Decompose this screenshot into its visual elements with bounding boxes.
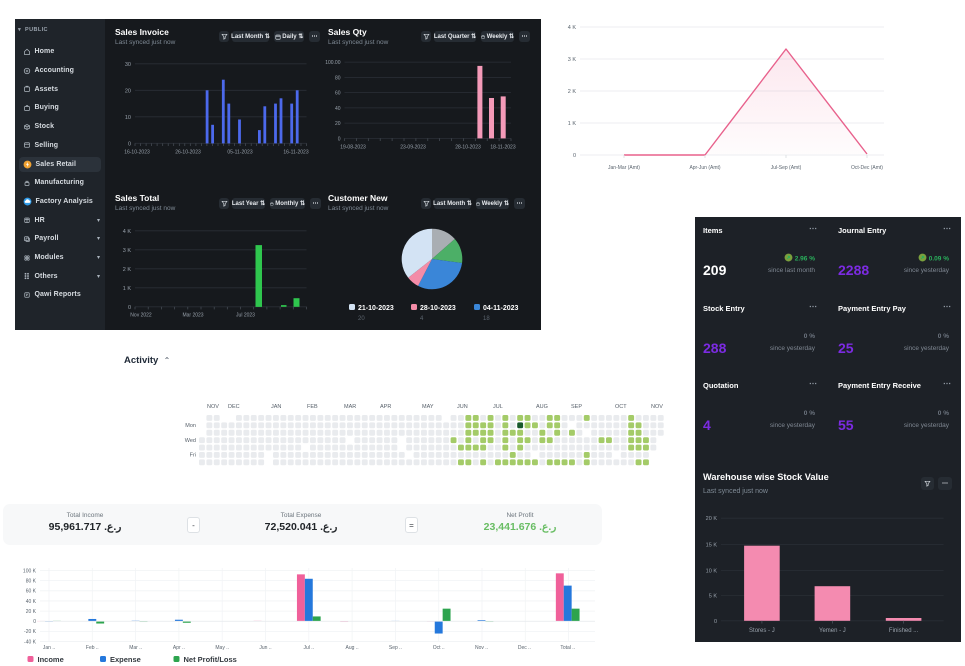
- svg-text:NOV: NOV: [651, 404, 663, 410]
- svg-text:Oct-Dec (Amt): Oct-Dec (Amt): [851, 165, 883, 171]
- svg-text:4 K: 4 K: [568, 25, 577, 31]
- svg-text:Mon: Mon: [185, 423, 196, 429]
- svg-text:0: 0: [714, 619, 717, 625]
- svg-text:Jun ..: Jun ..: [259, 645, 271, 651]
- svg-text:2 K: 2 K: [568, 89, 577, 95]
- svg-text:-40 K: -40 K: [24, 639, 37, 645]
- svg-text:FEB: FEB: [307, 404, 318, 410]
- svg-text:0: 0: [128, 305, 131, 311]
- svg-text:26-10-2023: 26-10-2023: [175, 150, 201, 156]
- svg-text:Wed: Wed: [185, 438, 196, 444]
- svg-text:OCT: OCT: [615, 404, 627, 410]
- svg-text:100 K: 100 K: [23, 568, 37, 574]
- svg-text:20: 20: [125, 88, 131, 94]
- svg-text:60: 60: [335, 91, 341, 97]
- svg-text:Jan ..: Jan ..: [43, 645, 55, 651]
- svg-text:28-10-2023: 28-10-2023: [420, 305, 456, 312]
- svg-text:05-11-2023: 05-11-2023: [227, 150, 252, 156]
- svg-text:1 K: 1 K: [123, 286, 132, 292]
- svg-text:Income: Income: [38, 655, 64, 664]
- svg-text:Apr-Jun (Amt): Apr-Jun (Amt): [689, 165, 720, 171]
- svg-text:04-11-2023: 04-11-2023: [483, 305, 519, 312]
- svg-text:Net Profit/Loss: Net Profit/Loss: [184, 655, 237, 664]
- svg-text:16-11-2023: 16-11-2023: [283, 150, 308, 156]
- svg-text:60 K: 60 K: [26, 589, 37, 595]
- svg-text:20: 20: [335, 121, 341, 127]
- svg-text:28-10-2023: 28-10-2023: [455, 145, 481, 151]
- svg-text:80: 80: [335, 75, 341, 81]
- svg-text:Oct ..: Oct ..: [433, 645, 445, 651]
- svg-text:DEC: DEC: [228, 404, 240, 410]
- svg-text:23-09-2023: 23-09-2023: [400, 145, 426, 151]
- svg-text:18-11-2023: 18-11-2023: [490, 145, 515, 151]
- svg-text:20 K: 20 K: [706, 516, 718, 522]
- svg-text:Nov 2022: Nov 2022: [130, 313, 152, 319]
- svg-text:Expense: Expense: [110, 655, 141, 664]
- svg-text:AUG: AUG: [536, 404, 548, 410]
- svg-text:MAR: MAR: [344, 404, 356, 410]
- svg-text:40: 40: [335, 106, 341, 112]
- svg-text:Jan-Mar (Amt): Jan-Mar (Amt): [608, 165, 640, 171]
- svg-text:Stores - J: Stores - J: [749, 628, 775, 634]
- svg-text:MAY: MAY: [422, 404, 434, 410]
- svg-text:19-08-2023: 19-08-2023: [340, 145, 366, 151]
- svg-text:1 K: 1 K: [568, 121, 577, 127]
- svg-text:0: 0: [33, 619, 36, 625]
- svg-text:80 K: 80 K: [26, 578, 37, 584]
- svg-text:Dec ..: Dec ..: [518, 645, 531, 651]
- svg-text:Aug ..: Aug ..: [346, 645, 359, 651]
- svg-text:Sep ..: Sep ..: [389, 645, 402, 651]
- svg-text:0: 0: [128, 141, 131, 147]
- svg-text:Jul 2023: Jul 2023: [236, 313, 255, 319]
- svg-text:Mar ..: Mar ..: [129, 645, 142, 651]
- svg-text:Mar 2023: Mar 2023: [182, 313, 203, 319]
- svg-text:Jul-Sep (Amt): Jul-Sep (Amt): [771, 165, 802, 171]
- svg-text:Total ..: Total ..: [560, 645, 575, 651]
- svg-text:0: 0: [573, 153, 576, 159]
- svg-text:Fri: Fri: [190, 453, 196, 459]
- svg-text:3 K: 3 K: [123, 248, 132, 254]
- svg-text:Apr ..: Apr ..: [173, 645, 185, 651]
- svg-text:Yemen - J: Yemen - J: [819, 628, 846, 634]
- svg-text:2 K: 2 K: [123, 267, 132, 273]
- svg-text:NOV: NOV: [207, 404, 219, 410]
- svg-text:0: 0: [338, 136, 341, 142]
- svg-text:Feb ..: Feb ..: [86, 645, 99, 651]
- svg-text:10 K: 10 K: [706, 568, 718, 574]
- svg-text:15 K: 15 K: [706, 542, 718, 548]
- svg-text:100.00: 100.00: [325, 60, 341, 66]
- svg-text:20: 20: [358, 316, 365, 322]
- svg-text:21-10-2023: 21-10-2023: [358, 305, 394, 312]
- svg-text:Finished ...: Finished ...: [889, 628, 919, 634]
- svg-text:May ..: May ..: [215, 645, 229, 651]
- svg-text:SEP: SEP: [571, 404, 582, 410]
- svg-text:18: 18: [483, 316, 490, 322]
- svg-text:JUN: JUN: [457, 404, 468, 410]
- svg-text:40 K: 40 K: [26, 599, 37, 605]
- svg-text:Jul ..: Jul ..: [304, 645, 315, 651]
- svg-text:3 K: 3 K: [568, 57, 577, 63]
- svg-text:10: 10: [125, 115, 131, 121]
- svg-text:4 K: 4 K: [123, 229, 132, 235]
- svg-text:30: 30: [125, 62, 131, 68]
- svg-text:JAN: JAN: [271, 404, 281, 410]
- svg-text:5 K: 5 K: [709, 594, 718, 600]
- svg-text:4: 4: [420, 316, 424, 322]
- svg-text:APR: APR: [380, 404, 391, 410]
- svg-text:-20 K: -20 K: [24, 629, 37, 635]
- svg-text:Nov ..: Nov ..: [475, 645, 488, 651]
- svg-text:20 K: 20 K: [26, 609, 37, 615]
- svg-text:16-10-2023: 16-10-2023: [124, 150, 150, 156]
- svg-text:JUL: JUL: [493, 404, 503, 410]
